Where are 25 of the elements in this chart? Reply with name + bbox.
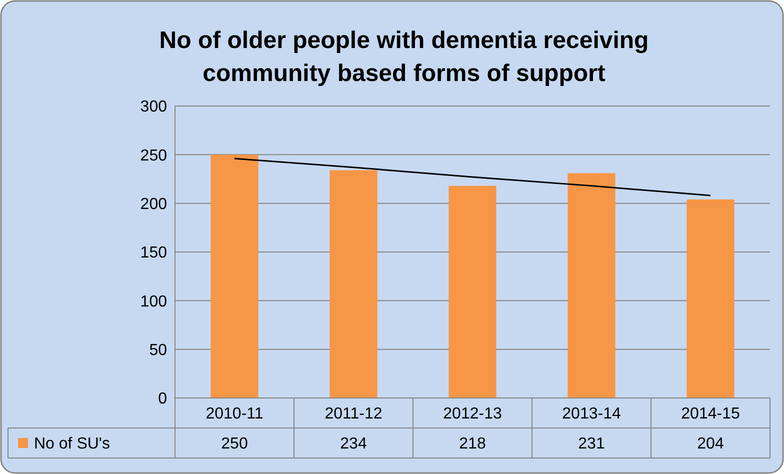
- chart-title: No of older people with dementia receiving community based forms of support: [159, 27, 649, 87]
- x-tick-label: 2014-15: [681, 406, 740, 423]
- y-tick-label: 100: [140, 293, 168, 310]
- x-tick-label: 2013-14: [562, 406, 621, 423]
- data-label: 204: [697, 436, 724, 453]
- bar: [210, 154, 258, 398]
- bar: [330, 170, 378, 398]
- y-tick-label: 300: [140, 98, 168, 116]
- data-label: 250: [221, 436, 248, 453]
- bar: [568, 173, 616, 398]
- y-tick-label: 150: [140, 244, 168, 262]
- legend-label: No of SU's: [34, 436, 110, 453]
- y-tick-label: 0: [158, 390, 168, 408]
- data-label: 234: [340, 436, 367, 453]
- x-tick-label: 2012-13: [443, 406, 502, 423]
- y-tick-label: 200: [140, 196, 168, 213]
- bar: [448, 186, 496, 398]
- y-tick-label: 50: [149, 342, 168, 359]
- y-tick-label: 250: [140, 147, 168, 164]
- data-label: 231: [578, 436, 605, 453]
- line-series: [234, 158, 712, 196]
- bar: [686, 199, 734, 398]
- x-tick-label: 2010-11: [206, 406, 264, 423]
- x-tick-label: 2011-12: [324, 406, 382, 423]
- data-label: 218: [459, 436, 486, 453]
